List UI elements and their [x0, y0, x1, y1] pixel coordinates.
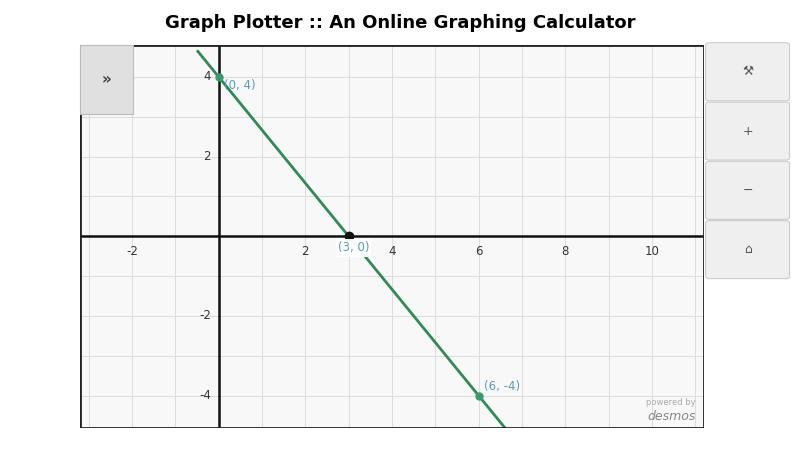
- Text: ⚒: ⚒: [742, 65, 753, 78]
- Text: (3, 0): (3, 0): [338, 241, 370, 254]
- Text: powered by: powered by: [646, 398, 696, 407]
- Text: -2: -2: [126, 245, 138, 258]
- Text: (0, 4): (0, 4): [224, 79, 255, 92]
- Text: Graph Plotter :: An Online Graphing Calculator: Graph Plotter :: An Online Graphing Calc…: [165, 14, 635, 32]
- Text: desmos: desmos: [648, 410, 696, 423]
- Text: ⌂: ⌂: [744, 243, 751, 256]
- Text: 4: 4: [388, 245, 396, 258]
- Text: 8: 8: [562, 245, 569, 258]
- Text: 4: 4: [203, 70, 211, 83]
- Text: 2: 2: [302, 245, 309, 258]
- Text: +: +: [742, 125, 753, 138]
- Text: -4: -4: [199, 389, 211, 402]
- Text: (6, -4): (6, -4): [484, 380, 520, 393]
- Text: »: »: [102, 72, 111, 87]
- Text: 6: 6: [475, 245, 482, 258]
- Text: 2: 2: [203, 150, 211, 163]
- Text: −: −: [742, 184, 753, 197]
- Text: 10: 10: [645, 245, 659, 258]
- Text: -2: -2: [199, 310, 211, 323]
